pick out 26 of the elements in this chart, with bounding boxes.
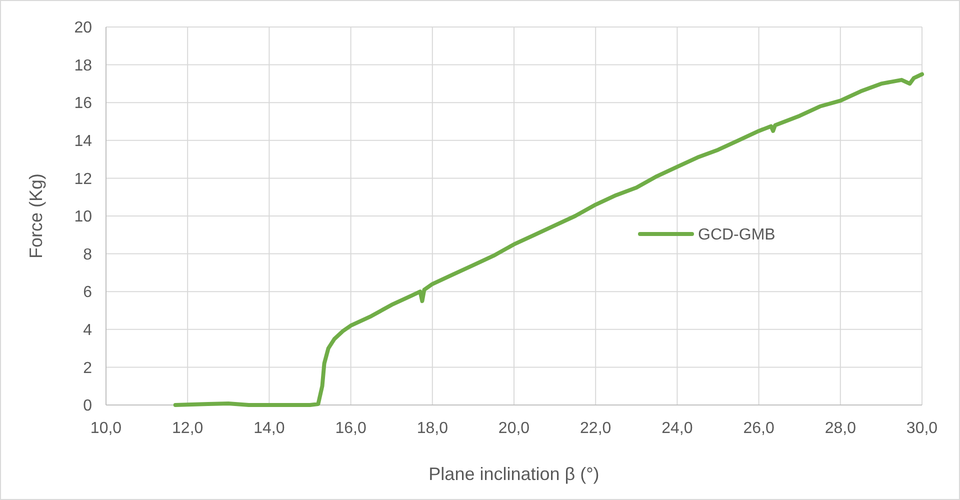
x-tick-label: 20,0 [498,420,530,437]
x-axis-title: Plane inclination β (°) [428,464,600,484]
x-tick-label: 18,0 [416,420,448,437]
x-tick-label: 10,0 [90,420,122,437]
y-axis-title: Force (Kg) [26,173,46,259]
x-tick-label: 24,0 [662,420,693,437]
y-tick-label: 8 [83,246,92,264]
legend-label: GCD-GMB [698,226,776,244]
x-tick-label: 26,0 [743,420,774,437]
x-tick-label: 30,0 [906,420,938,437]
y-tick-label: 0 [83,398,92,415]
y-tick-label: 18 [74,57,92,74]
x-tick-label: 12,0 [172,420,204,437]
x-tick-label: 22,0 [580,420,612,437]
x-tick-label: 28,0 [824,420,856,437]
line-series [173,72,924,407]
y-tick-label: 6 [83,284,92,302]
x-tick-label: 14,0 [254,420,285,437]
y-tick-label: 10 [74,208,92,226]
y-tick-label: 14 [74,133,92,150]
x-tick-label: 16,0 [335,420,366,437]
y-tick-label: 16 [74,95,92,112]
y-tick-label: 2 [83,360,92,377]
y-tick-label: 4 [83,322,92,339]
y-tick-label: 20 [74,20,92,37]
y-tick-label: 12 [74,170,92,188]
